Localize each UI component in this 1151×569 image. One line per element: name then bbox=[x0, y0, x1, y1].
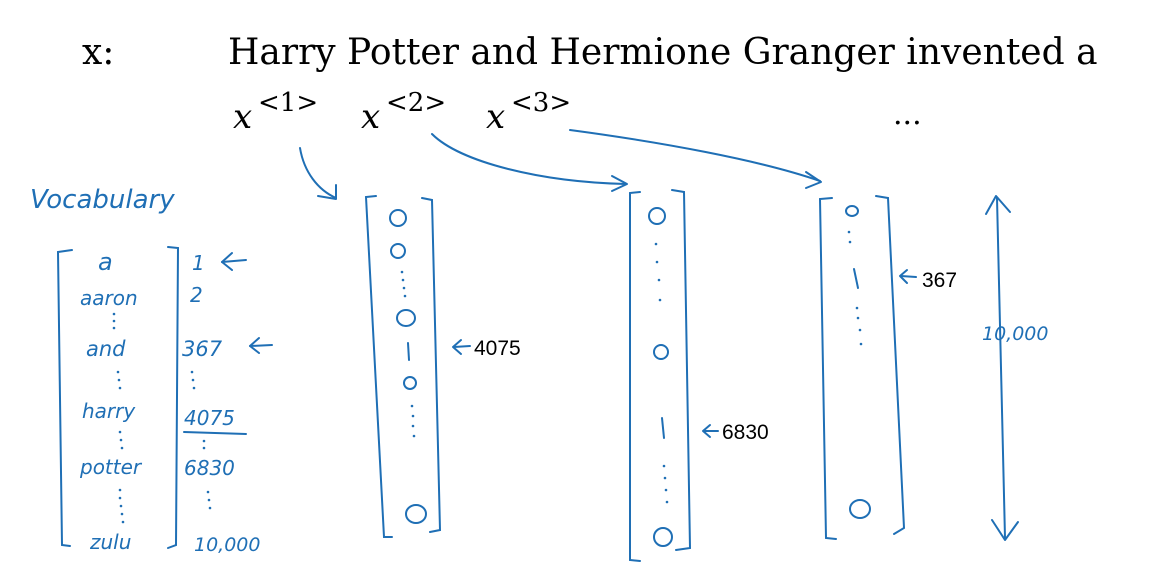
vector-3-index-label: 367 bbox=[922, 269, 957, 292]
vector-3-zero bbox=[849, 499, 871, 519]
vector-2-zero bbox=[648, 207, 666, 225]
arrow-token1-to-vector1 bbox=[299, 147, 337, 200]
vector-1-zero bbox=[390, 243, 406, 259]
vector-3-right-bracket bbox=[875, 195, 906, 535]
token-3-sup: <3> bbox=[511, 88, 571, 118]
vector-3-one bbox=[853, 268, 859, 289]
vocab-word: aaron bbox=[80, 286, 138, 310]
token-label-1: x <1> bbox=[233, 88, 318, 137]
token-2-base: x bbox=[361, 97, 380, 137]
vector-2-right-bracket bbox=[671, 189, 692, 551]
arrow-index-1 bbox=[221, 252, 247, 271]
vector-2-zero bbox=[653, 344, 669, 360]
token-label-3: x <3> bbox=[486, 88, 571, 137]
token-3-base: x bbox=[486, 97, 505, 137]
vector-2-pointer-arrow bbox=[702, 424, 719, 438]
vector-1-zero bbox=[405, 504, 427, 524]
vector-1-right-bracket bbox=[421, 197, 442, 533]
vocab-index: 6830 bbox=[184, 456, 235, 480]
vector-3-left-bracket bbox=[818, 197, 837, 540]
vector-3-pointer-arrow bbox=[899, 269, 917, 284]
vocab-index: 10,000 bbox=[194, 534, 260, 556]
vocab-words-ellipsis bbox=[112, 312, 125, 524]
token-1-base: x bbox=[233, 97, 252, 137]
token-2-sup: <2> bbox=[386, 88, 446, 118]
vocabulary-underline-harry bbox=[183, 431, 247, 435]
vector-2-left-bracket bbox=[629, 191, 641, 562]
vector-1-zero bbox=[396, 309, 416, 327]
vector-1-ellipsis bbox=[400, 270, 416, 438]
vocabulary-title: Vocabulary bbox=[30, 185, 175, 215]
vector-1-zero bbox=[389, 209, 407, 227]
vocabulary-left-bracket bbox=[56, 249, 73, 547]
token-label-2: x <2> bbox=[361, 88, 446, 137]
vocab-index: 1 bbox=[192, 251, 205, 275]
vector-2-ellipsis bbox=[654, 242, 669, 504]
vector-1-pointer-arrow bbox=[452, 339, 471, 355]
arrow-index-367 bbox=[249, 337, 273, 354]
vocab-index: 2 bbox=[190, 283, 203, 307]
vocab-index: 367 bbox=[182, 337, 223, 361]
dimension-label: 10,000 bbox=[982, 323, 1048, 345]
vocab-word: and bbox=[86, 337, 126, 361]
token-1-sup: <1> bbox=[258, 88, 318, 118]
input-label: x: bbox=[82, 32, 114, 73]
vocab-word: harry bbox=[82, 399, 136, 423]
vector-2-zero bbox=[653, 527, 673, 547]
vocab-indices-ellipsis bbox=[190, 370, 212, 510]
vocab-word: potter bbox=[79, 455, 143, 479]
vector-1-left-bracket bbox=[364, 195, 393, 538]
one-hot-vector-3: 367 bbox=[818, 195, 957, 540]
token-ellipsis: ... bbox=[893, 97, 922, 132]
vector-1-one bbox=[407, 342, 410, 361]
vector-2-one bbox=[661, 417, 665, 439]
input-sentence: Harry Potter and Hermione Granger invent… bbox=[228, 32, 1098, 73]
vocab-index: 4075 bbox=[184, 406, 235, 430]
vector-1-zero bbox=[403, 376, 417, 390]
arrow-token3-to-vector3 bbox=[569, 129, 822, 189]
vector-1-index-label: 4075 bbox=[474, 337, 521, 360]
vector-3-ellipsis bbox=[847, 230, 863, 346]
vector-2-index-label: 6830 bbox=[722, 421, 769, 444]
one-hot-vector-1: 4075 bbox=[364, 195, 521, 538]
vector-3-zero bbox=[845, 205, 859, 217]
arrow-token2-to-vector2 bbox=[431, 133, 628, 192]
vocab-word: a bbox=[98, 248, 113, 276]
vocab-word: zulu bbox=[89, 530, 131, 554]
vocabulary-separator-bracket bbox=[167, 246, 180, 549]
dimension-arrow bbox=[985, 195, 1019, 541]
one-hot-vector-2: 6830 bbox=[629, 189, 769, 562]
